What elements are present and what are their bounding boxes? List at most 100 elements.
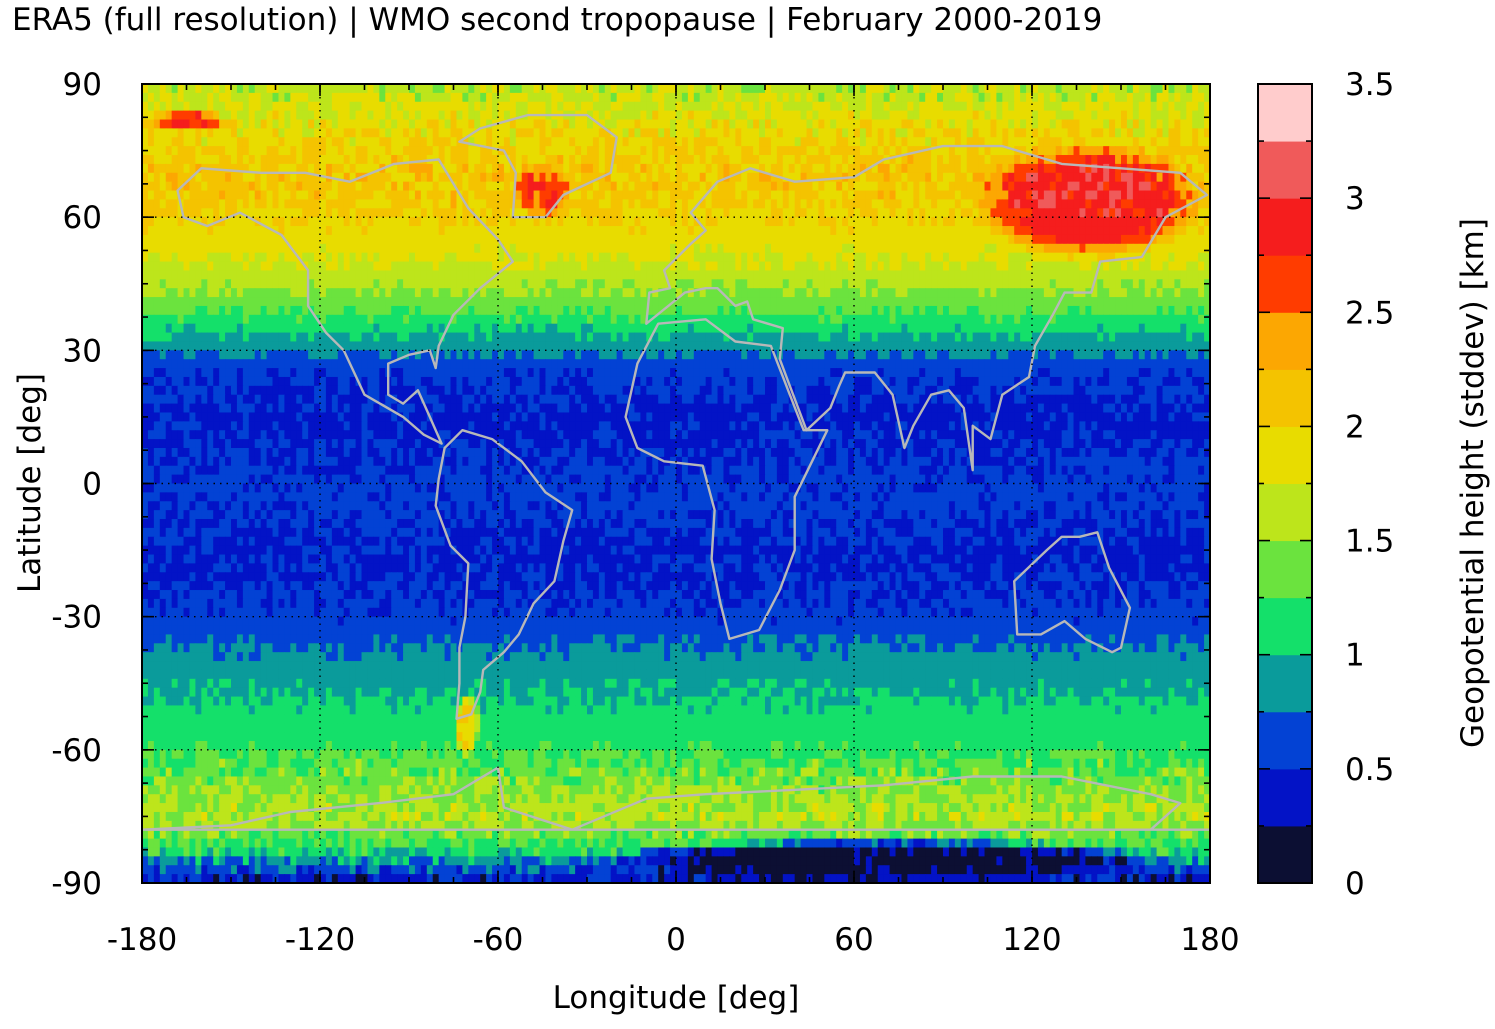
heatmap-cell: [848, 297, 855, 307]
heatmap-cell: [622, 208, 630, 218]
heatmap-cell: [480, 119, 487, 129]
heatmap-cell: [996, 181, 1003, 192]
heatmap-cell: [1174, 155, 1181, 165]
heatmap-cell: [248, 243, 256, 254]
heatmap-cell: [664, 128, 671, 138]
heatmap-cell: [575, 217, 582, 227]
heatmap-cell: [676, 261, 683, 272]
heatmap-cell: [373, 155, 380, 165]
heatmap-cell: [480, 92, 487, 103]
heatmap-cell: [806, 172, 814, 183]
heatmap-cell: [444, 190, 452, 201]
heatmap-cell: [723, 119, 730, 129]
heatmap-cell: [207, 288, 214, 298]
heatmap-cell: [913, 208, 920, 218]
heatmap-cell: [1132, 101, 1140, 112]
heatmap-cell: [717, 146, 725, 156]
heatmap-cell: [414, 217, 422, 227]
heatmap-cell: [640, 314, 647, 325]
heatmap-cell: [960, 243, 968, 254]
heatmap-cell: [717, 163, 725, 174]
heatmap-cell: [1055, 305, 1063, 316]
heatmap-cell: [551, 288, 558, 298]
heatmap-cell: [515, 110, 523, 121]
heatmap-cell: [741, 261, 748, 272]
heatmap-cell: [765, 155, 772, 165]
heatmap-cell: [1192, 288, 1199, 298]
heatmap-cell: [604, 226, 612, 236]
heatmap-cell: [456, 217, 463, 227]
heatmap-cell: [865, 252, 873, 263]
heatmap-cell: [687, 199, 695, 209]
heatmap-cell: [1115, 155, 1122, 165]
heatmap-cell: [1162, 146, 1170, 156]
heatmap-cell: [610, 297, 618, 307]
heatmap-cell: [159, 297, 167, 307]
heatmap-cell: [741, 128, 748, 138]
heatmap-cell: [925, 163, 932, 174]
heatmap-cell: [1132, 305, 1140, 316]
heatmap-cell: [747, 137, 754, 147]
heatmap-cell: [278, 208, 285, 218]
heatmap-cell: [379, 119, 386, 129]
heatmap-cell: [314, 297, 321, 307]
heatmap-cell: [693, 208, 701, 218]
heatmap-cell: [978, 208, 986, 218]
heatmap-cell: [290, 323, 297, 334]
heatmap-cell: [652, 279, 659, 289]
heatmap-cell: [260, 279, 268, 289]
heatmap-cell: [901, 155, 908, 165]
heatmap-cell: [171, 92, 179, 103]
heatmap-cell: [575, 199, 582, 209]
heatmap-cell: [1126, 172, 1134, 183]
heatmap-cell: [165, 181, 173, 192]
heatmap-cell: [337, 297, 345, 307]
heatmap-cell: [242, 92, 250, 103]
heatmap-cell: [575, 270, 582, 280]
heatmap-cell: [681, 110, 689, 121]
heatmap-cell: [539, 199, 547, 209]
heatmap-cell: [432, 314, 440, 325]
heatmap-cell: [960, 146, 968, 156]
heatmap-cell: [480, 110, 487, 121]
heatmap-cell: [409, 252, 416, 263]
heatmap-cell: [1014, 217, 1021, 227]
heatmap-cell: [147, 297, 155, 307]
heatmap-cell: [527, 243, 535, 254]
heatmap-cell: [308, 119, 315, 129]
heatmap-cell: [1192, 119, 1199, 129]
heatmap-cell: [1138, 243, 1146, 254]
heatmap-cell: [1156, 288, 1164, 298]
heatmap-cell: [788, 323, 796, 334]
heatmap-cell: [373, 84, 380, 94]
heatmap-cell: [1103, 279, 1110, 289]
heatmap-cell: [907, 146, 914, 156]
heatmap-cell: [1014, 252, 1021, 263]
heatmap-cell: [349, 92, 357, 103]
heatmap-cell: [397, 297, 404, 307]
heatmap-cell: [272, 217, 280, 227]
heatmap-cell: [907, 252, 914, 263]
heatmap-cell: [343, 146, 351, 156]
heatmap-cell: [219, 297, 226, 307]
heatmap-cell: [290, 163, 297, 174]
heatmap-cell: [913, 226, 920, 236]
heatmap-cell: [990, 288, 997, 298]
heatmap-cell: [1014, 128, 1021, 138]
heatmap-cell: [604, 288, 612, 298]
heatmap-cell: [403, 101, 410, 112]
heatmap-cell: [592, 137, 600, 147]
heatmap-cell: [290, 84, 297, 94]
heatmap-cell: [438, 110, 446, 121]
heatmap-cell: [438, 190, 446, 201]
heatmap-cell: [907, 261, 914, 272]
heatmap-cell: [978, 270, 986, 280]
heatmap-cell: [628, 305, 636, 316]
heatmap-cell: [1103, 181, 1110, 192]
heatmap-cell: [492, 92, 499, 103]
heatmap-cell: [877, 101, 885, 112]
heatmap-cell: [527, 137, 535, 147]
heatmap-cell: [1037, 288, 1045, 298]
heatmap-cell: [325, 314, 333, 325]
heatmap-cell: [207, 137, 214, 147]
